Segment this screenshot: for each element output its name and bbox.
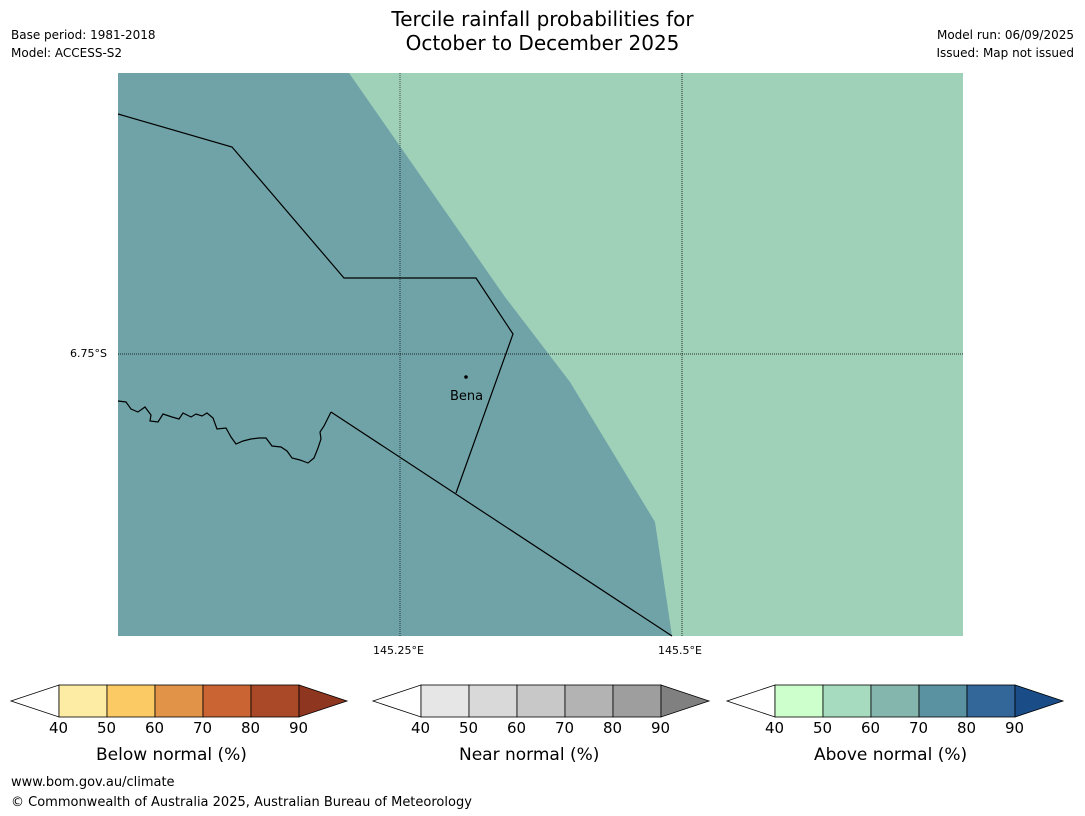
header-right: Model run: 06/09/2025 Issued: Map not is… (936, 26, 1074, 62)
colorbar-tick-label: 90 (1005, 719, 1025, 737)
bena-marker (464, 375, 468, 379)
colorbar-right-arrow (298, 684, 349, 718)
colorbar-segment (918, 684, 968, 718)
colorbar-left-arrow (9, 684, 60, 718)
colorbar-tick-label: 70 (909, 719, 929, 737)
bena-label: Bena (450, 389, 483, 404)
colorbar-segment (612, 684, 662, 718)
lon-label-1: 145.25°E (373, 644, 424, 657)
colorbar-segment (822, 684, 872, 718)
colorbar-right-arrow (660, 684, 711, 718)
colorbar-segment (420, 684, 470, 718)
colorbar-segment (966, 684, 1016, 718)
model-text: Model: ACCESS-S2 (11, 46, 123, 60)
footer-url[interactable]: www.bom.gov.au/climate (11, 775, 175, 790)
colorbar-label: Below normal (%) (96, 745, 247, 765)
colorbar-tick-label: 90 (289, 719, 309, 737)
boundary-line-2 (330, 411, 673, 637)
colorbar-label: Above normal (%) (814, 745, 968, 765)
colorbar-tick-label: 80 (957, 719, 977, 737)
colorbar-segment (774, 684, 824, 718)
colorbar-tick-label: 50 (813, 719, 833, 737)
colorbar-left-arrow (725, 684, 776, 718)
colorbar-tick-label: 80 (241, 719, 261, 737)
colorbar-1 (371, 684, 711, 718)
colorbar-tick-label: 90 (651, 719, 671, 737)
title-line-2: October to December 2025 (405, 31, 680, 55)
colorbar-segment (564, 684, 614, 718)
colorbar-0 (9, 684, 349, 718)
header-left: Base period: 1981-2018 Model: ACCESS-S2 (11, 26, 156, 62)
colorbar-tick-label: 40 (411, 719, 431, 737)
lon-label-2: 145.5°E (658, 644, 702, 657)
map-area-teal (118, 73, 672, 636)
colorbar-segment (468, 684, 518, 718)
map-title: Tercile rainfall probabilities for Octob… (0, 7, 1085, 55)
colorbar-tick-label: 50 (97, 719, 117, 737)
colorbar-tick-label: 80 (603, 719, 623, 737)
boundary-line-1 (117, 113, 514, 494)
model-run-text: Model run: 06/09/2025 (936, 28, 1074, 42)
river-line (117, 400, 332, 464)
colorbar-tick-label: 40 (765, 719, 785, 737)
title-line-1: Tercile rainfall probabilities for (391, 7, 694, 31)
issued-text: Issued: Map not issued (936, 46, 1074, 60)
colorbar-segment (516, 684, 566, 718)
colorbar-label: Near normal (%) (459, 745, 600, 765)
colorbar-segment (870, 684, 920, 718)
colorbar-tick-label: 60 (507, 719, 527, 737)
colorbar-segment (250, 684, 300, 718)
colorbar-segment (106, 684, 156, 718)
colorbar-segment (154, 684, 204, 718)
colorbar-tick-label: 50 (459, 719, 479, 737)
colorbar-left-arrow (371, 684, 422, 718)
colorbar-segment (58, 684, 108, 718)
footer-copyright: © Commonwealth of Australia 2025, Austra… (11, 795, 472, 810)
colorbar-2 (725, 684, 1065, 718)
colorbar-tick-label: 60 (145, 719, 165, 737)
colorbar-right-arrow (1014, 684, 1065, 718)
colorbar-tick-label: 40 (49, 719, 69, 737)
colorbar-tick-label: 60 (861, 719, 881, 737)
colorbar-tick-label: 70 (555, 719, 575, 737)
colorbar-tick-label: 70 (193, 719, 213, 737)
lat-label: 6.75°S (70, 347, 107, 360)
colorbar-segment (202, 684, 252, 718)
base-period-text: Base period: 1981-2018 (11, 28, 156, 42)
